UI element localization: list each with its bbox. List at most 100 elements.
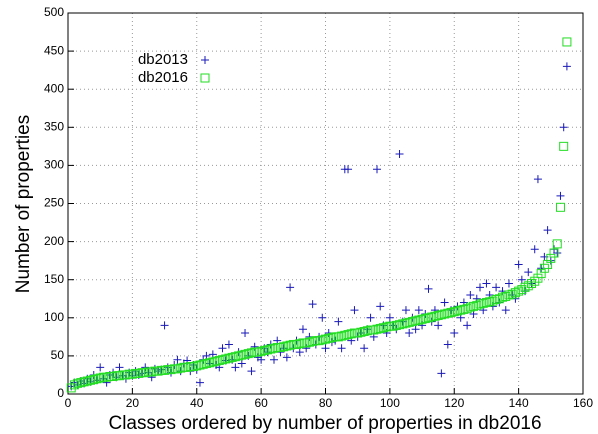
point xyxy=(465,302,475,312)
point xyxy=(411,325,420,334)
point xyxy=(469,301,479,311)
plot-border xyxy=(67,12,584,395)
point xyxy=(308,300,317,309)
point xyxy=(555,202,565,212)
point xyxy=(295,348,304,357)
y-tick-label: 300 xyxy=(44,158,64,172)
point xyxy=(140,368,150,378)
point xyxy=(492,283,501,292)
point xyxy=(108,371,118,381)
point xyxy=(224,340,233,349)
point xyxy=(102,378,111,387)
point xyxy=(478,298,488,308)
point xyxy=(552,239,562,249)
point xyxy=(218,355,227,365)
point xyxy=(414,306,423,315)
point xyxy=(337,331,347,341)
point xyxy=(443,340,452,349)
point xyxy=(295,339,305,349)
point xyxy=(549,248,559,258)
point xyxy=(405,329,414,338)
point xyxy=(559,141,569,151)
point xyxy=(246,348,256,358)
point xyxy=(375,323,385,333)
point xyxy=(134,368,144,378)
point xyxy=(304,337,314,347)
point xyxy=(86,375,96,385)
point xyxy=(173,355,182,364)
point xyxy=(443,308,453,318)
point xyxy=(562,37,572,47)
point xyxy=(530,245,539,254)
point xyxy=(240,349,250,359)
point xyxy=(76,378,86,388)
point xyxy=(501,306,510,315)
y-tick-label: 100 xyxy=(44,310,64,324)
point xyxy=(434,321,443,330)
point xyxy=(366,313,375,322)
point xyxy=(95,373,105,383)
point xyxy=(378,323,388,333)
point xyxy=(369,325,379,335)
point xyxy=(141,363,150,372)
point xyxy=(556,191,565,200)
point xyxy=(79,377,89,387)
point xyxy=(501,291,511,301)
point xyxy=(411,316,421,326)
point xyxy=(346,329,356,339)
point xyxy=(514,260,523,269)
point xyxy=(463,321,472,330)
point xyxy=(314,336,324,346)
point xyxy=(360,344,369,353)
point xyxy=(172,364,182,374)
point xyxy=(147,367,157,377)
point xyxy=(192,361,202,371)
point xyxy=(318,313,327,322)
point xyxy=(340,330,350,340)
point xyxy=(524,268,533,277)
point xyxy=(475,299,485,309)
point xyxy=(292,339,302,349)
point xyxy=(388,321,398,331)
x-tick-label: 60 xyxy=(254,396,268,410)
point xyxy=(472,301,482,311)
point xyxy=(510,288,520,298)
point xyxy=(485,297,495,307)
point xyxy=(533,273,543,283)
point xyxy=(543,259,553,269)
point xyxy=(298,325,307,334)
point xyxy=(121,370,131,380)
point xyxy=(344,165,353,174)
point xyxy=(407,317,417,327)
point xyxy=(317,335,327,345)
point xyxy=(266,344,276,354)
point xyxy=(82,376,92,386)
point xyxy=(530,276,540,286)
point xyxy=(543,226,552,235)
y-tick-label: 50 xyxy=(51,348,65,362)
point xyxy=(436,310,446,320)
point xyxy=(237,359,246,368)
point xyxy=(286,283,295,292)
point xyxy=(523,281,533,291)
point xyxy=(115,363,124,372)
point xyxy=(321,344,330,353)
point xyxy=(362,326,372,336)
point xyxy=(324,333,334,343)
point xyxy=(446,307,456,317)
point xyxy=(376,302,385,311)
point xyxy=(395,149,404,158)
point xyxy=(527,279,536,289)
point xyxy=(176,363,186,373)
legend-label: db2016 xyxy=(138,69,188,86)
point xyxy=(437,369,446,378)
point xyxy=(160,365,170,375)
point xyxy=(494,294,504,304)
point xyxy=(285,340,295,350)
point xyxy=(533,175,542,184)
point xyxy=(476,283,484,292)
point xyxy=(498,292,508,302)
point xyxy=(350,306,359,315)
point xyxy=(420,314,430,324)
